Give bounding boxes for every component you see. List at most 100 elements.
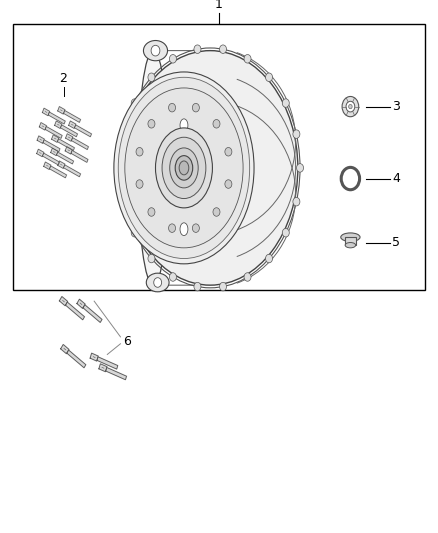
Polygon shape — [58, 107, 65, 114]
Polygon shape — [39, 123, 46, 130]
Circle shape — [346, 101, 355, 112]
Polygon shape — [90, 353, 98, 361]
Polygon shape — [97, 357, 118, 369]
Polygon shape — [83, 305, 102, 322]
Ellipse shape — [131, 229, 138, 237]
Circle shape — [151, 45, 160, 56]
Ellipse shape — [148, 208, 155, 216]
Text: 3: 3 — [392, 100, 400, 113]
Polygon shape — [42, 108, 49, 116]
Ellipse shape — [192, 224, 199, 232]
Ellipse shape — [213, 119, 220, 128]
Ellipse shape — [148, 254, 155, 263]
Text: 6: 6 — [123, 335, 131, 348]
Ellipse shape — [297, 164, 304, 172]
Ellipse shape — [170, 54, 177, 63]
Ellipse shape — [136, 148, 143, 156]
Ellipse shape — [162, 137, 206, 198]
Circle shape — [349, 104, 352, 109]
Ellipse shape — [148, 119, 155, 128]
Polygon shape — [57, 152, 74, 164]
Ellipse shape — [155, 128, 212, 208]
Ellipse shape — [342, 96, 359, 117]
Polygon shape — [74, 125, 92, 137]
Ellipse shape — [293, 130, 300, 139]
Ellipse shape — [123, 51, 298, 285]
Polygon shape — [49, 166, 67, 178]
Polygon shape — [65, 147, 72, 154]
Polygon shape — [71, 150, 88, 163]
Ellipse shape — [282, 99, 289, 107]
Polygon shape — [64, 165, 81, 177]
Ellipse shape — [219, 282, 226, 291]
Ellipse shape — [194, 282, 201, 291]
Ellipse shape — [170, 273, 177, 281]
Bar — [13, 24, 425, 290]
Ellipse shape — [146, 273, 169, 292]
Polygon shape — [43, 140, 60, 152]
Ellipse shape — [180, 223, 188, 236]
Polygon shape — [55, 121, 62, 128]
Polygon shape — [45, 126, 62, 139]
Ellipse shape — [175, 156, 193, 180]
Polygon shape — [37, 149, 44, 157]
Ellipse shape — [282, 229, 289, 237]
Ellipse shape — [244, 273, 251, 281]
Polygon shape — [61, 344, 69, 354]
Ellipse shape — [117, 164, 124, 172]
Ellipse shape — [114, 72, 254, 264]
Ellipse shape — [225, 148, 232, 156]
Text: 1: 1 — [215, 0, 223, 11]
Text: 2: 2 — [60, 72, 67, 85]
Ellipse shape — [345, 243, 356, 248]
Bar — [345, 237, 356, 245]
Circle shape — [154, 278, 162, 287]
Polygon shape — [64, 110, 81, 123]
Polygon shape — [58, 161, 65, 168]
Text: 5: 5 — [392, 236, 400, 249]
Ellipse shape — [138, 51, 169, 285]
Text: 4: 4 — [392, 172, 400, 185]
Ellipse shape — [148, 73, 155, 82]
Ellipse shape — [118, 77, 250, 259]
Polygon shape — [51, 148, 58, 156]
Ellipse shape — [225, 180, 232, 188]
Ellipse shape — [125, 88, 243, 248]
Polygon shape — [60, 296, 67, 306]
Ellipse shape — [213, 208, 220, 216]
Ellipse shape — [293, 197, 300, 206]
Ellipse shape — [219, 45, 226, 53]
Polygon shape — [106, 367, 127, 379]
Polygon shape — [67, 350, 86, 368]
Polygon shape — [66, 302, 85, 320]
Ellipse shape — [179, 161, 189, 175]
Ellipse shape — [265, 73, 272, 82]
Ellipse shape — [131, 99, 138, 107]
Polygon shape — [60, 125, 78, 137]
Ellipse shape — [170, 148, 198, 188]
Ellipse shape — [341, 167, 360, 190]
Ellipse shape — [192, 103, 199, 112]
Ellipse shape — [244, 54, 251, 63]
Ellipse shape — [120, 130, 127, 139]
Polygon shape — [48, 112, 65, 124]
Ellipse shape — [265, 254, 272, 263]
Polygon shape — [52, 135, 59, 142]
Polygon shape — [37, 136, 44, 143]
Ellipse shape — [143, 41, 167, 61]
Polygon shape — [99, 364, 107, 372]
Ellipse shape — [136, 180, 143, 188]
Ellipse shape — [180, 119, 188, 132]
Polygon shape — [42, 153, 60, 165]
Polygon shape — [44, 162, 51, 169]
Ellipse shape — [169, 224, 176, 232]
Ellipse shape — [169, 103, 176, 112]
Ellipse shape — [120, 197, 127, 206]
Ellipse shape — [194, 45, 201, 53]
Polygon shape — [77, 299, 85, 309]
Ellipse shape — [341, 233, 360, 241]
Polygon shape — [71, 138, 88, 150]
Polygon shape — [69, 121, 76, 128]
Polygon shape — [66, 134, 73, 141]
Polygon shape — [57, 139, 74, 151]
